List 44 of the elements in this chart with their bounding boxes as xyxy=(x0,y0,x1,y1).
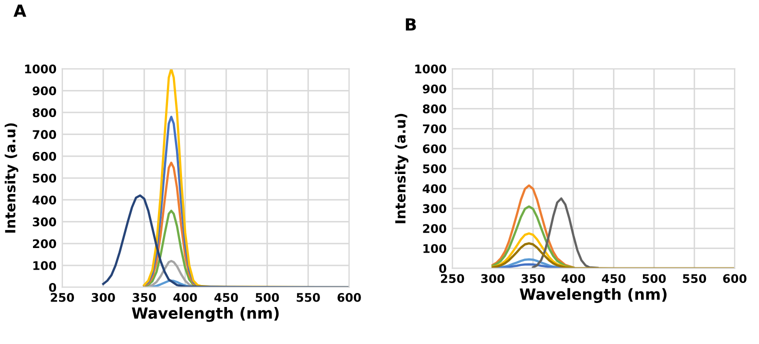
y-axis-title: Intensity (a.u) xyxy=(4,123,18,233)
y-tick-label: 500 xyxy=(423,164,446,174)
x-tick-label: 500 xyxy=(256,293,279,302)
x-tick-label: 550 xyxy=(296,293,320,302)
y-tick-label: 200 xyxy=(32,239,56,248)
x-axis-title: Wavelength (nm) xyxy=(520,288,667,303)
y-tick-label: 300 xyxy=(32,217,56,226)
x-axis-title: Wavelength (nm) xyxy=(132,307,279,322)
x-tick-label: 300 xyxy=(92,293,115,302)
x-tick-label: 450 xyxy=(602,274,626,284)
x-tick-label: 300 xyxy=(481,274,504,284)
y-tick-label: 800 xyxy=(32,108,56,118)
chart-title: A xyxy=(14,4,26,17)
y-tick-label: 200 xyxy=(423,224,446,234)
y-tick-label: 700 xyxy=(32,130,56,139)
x-tick-label: 600 xyxy=(338,293,361,302)
x-tick-label: 450 xyxy=(214,293,238,302)
x-tick-label: 550 xyxy=(682,274,706,284)
x-tick-label: 400 xyxy=(173,293,197,302)
y-tick-label: 1000 xyxy=(25,64,56,74)
y-tick-label: 600 xyxy=(32,152,56,161)
y-tick-label: 100 xyxy=(33,261,56,270)
y-tick-label: 400 xyxy=(32,196,56,205)
y-tick-label: 0 xyxy=(439,264,446,273)
y-axis-title: Intensity (a.u) xyxy=(394,114,408,224)
y-tick-label: 700 xyxy=(422,124,446,134)
y-tick-label: 800 xyxy=(422,104,446,114)
y-tick-label: 100 xyxy=(424,244,446,254)
chart-title: B xyxy=(406,18,416,31)
y-tick-label: 300 xyxy=(422,204,446,214)
y-tick-label: 400 xyxy=(422,184,446,194)
x-tick-label: 250 xyxy=(440,274,464,284)
y-tick-label: 900 xyxy=(422,84,446,94)
x-tick-label: 500 xyxy=(642,274,666,284)
x-tick-label: 600 xyxy=(723,274,746,284)
x-tick-label: 400 xyxy=(562,274,586,284)
y-tick-label: 1000 xyxy=(415,64,446,74)
y-tick-label: 0 xyxy=(49,282,56,292)
y-tick-label: 600 xyxy=(422,144,446,154)
x-tick-label: 250 xyxy=(50,293,74,302)
x-tick-label: 350 xyxy=(522,274,545,284)
x-tick-label: 350 xyxy=(132,293,156,302)
y-tick-label: 500 xyxy=(32,174,56,183)
y-tick-label: 900 xyxy=(32,86,56,96)
